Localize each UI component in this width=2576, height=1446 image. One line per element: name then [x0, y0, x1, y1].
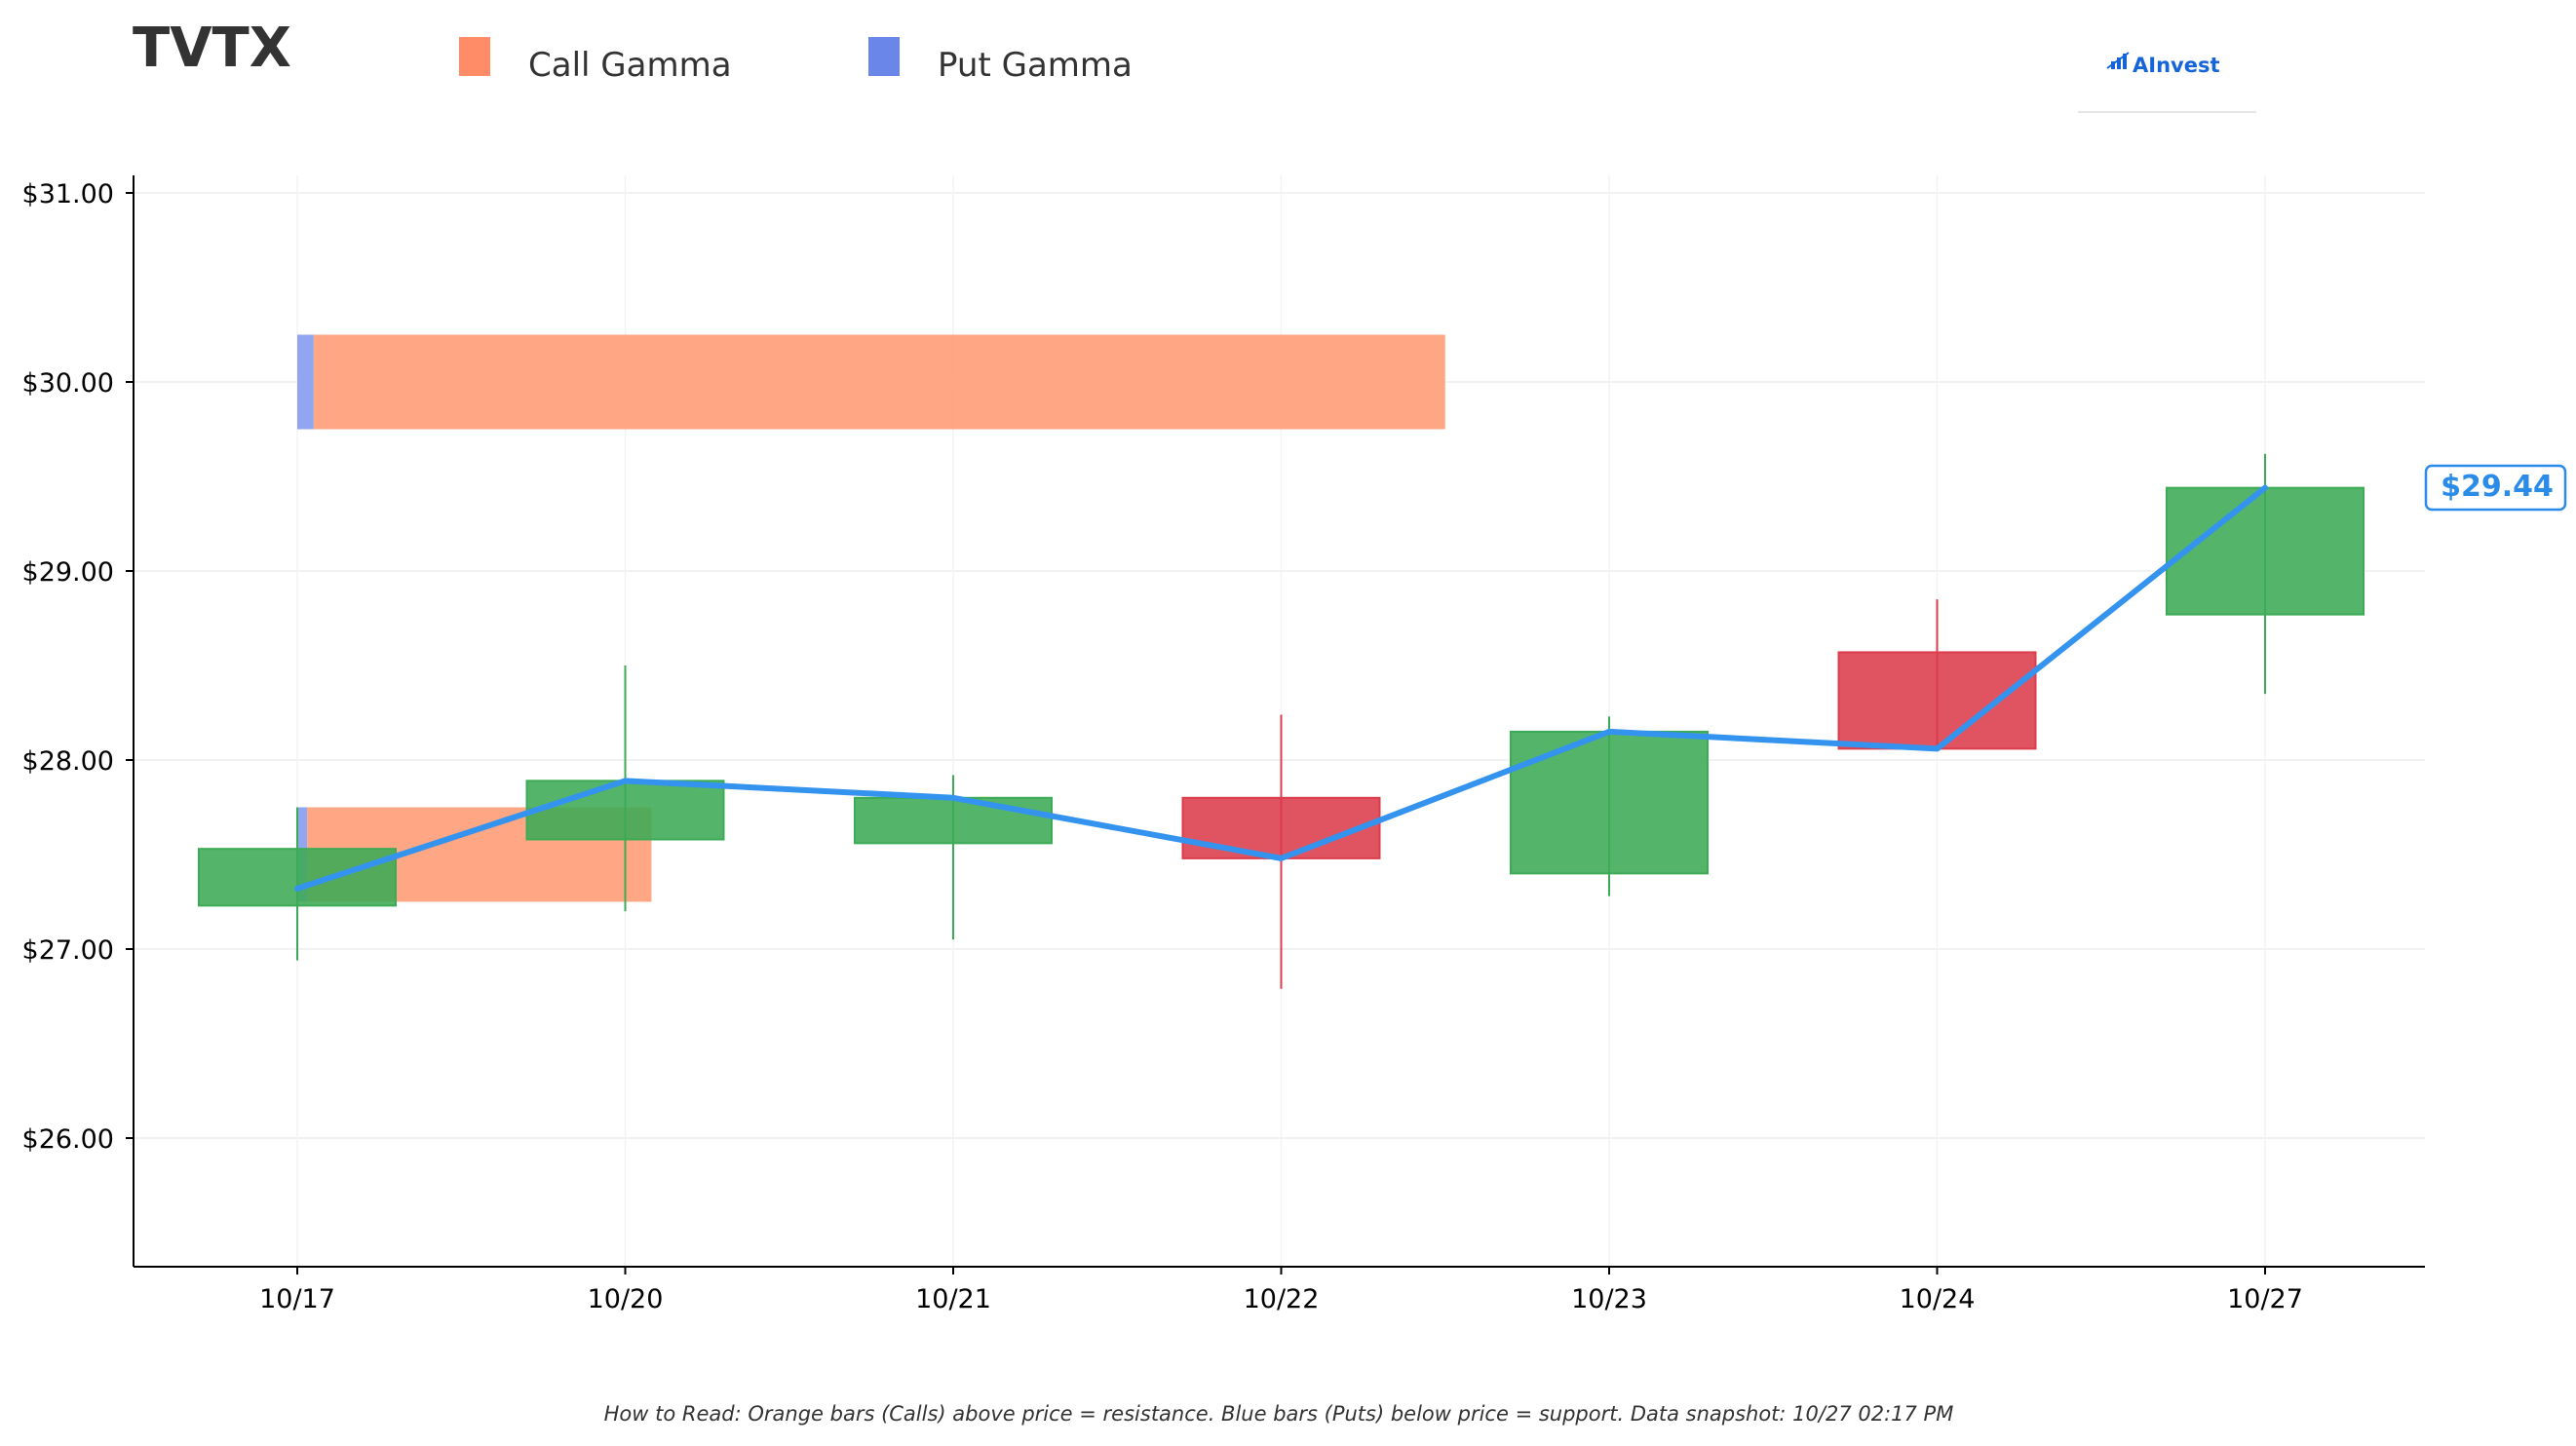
- x-tick-label: 10/24: [1900, 1284, 1976, 1314]
- candle-body: [854, 796, 1053, 845]
- call-gamma-bar: [313, 334, 1445, 430]
- close-price-line: [294, 484, 2268, 892]
- current-price-label: $29.44: [2441, 470, 2554, 504]
- close-line: [294, 484, 2268, 892]
- x-tick-label: 10/22: [1244, 1284, 1320, 1314]
- legend-label-call-gamma: Call Gamma: [528, 46, 732, 85]
- tick-labels: $26.00 $27.00 $28.00 $29.00 $30.00 $31.00 10/1…: [22, 179, 2303, 1314]
- y-tick-label: $28.00: [22, 746, 114, 777]
- current-price-tag: $29.44: [2424, 464, 2567, 512]
- y-tick-label: $31.00: [22, 179, 114, 209]
- x-tick-label: 10/20: [588, 1284, 664, 1314]
- legend: Call Gamma Put Gamma: [459, 37, 1133, 85]
- legend-swatch-put-gamma: [868, 37, 900, 76]
- chart-bars-icon: [2106, 52, 2130, 69]
- legend-label-put-gamma: Put Gamma: [938, 46, 1133, 85]
- x-tick-label: 10/27: [2227, 1284, 2303, 1314]
- candle-body: [1181, 796, 1381, 859]
- ainvest-logo: AInvest: [2078, 52, 2256, 113]
- y-tick-label: $29.00: [22, 557, 114, 588]
- x-tick-label: 10/21: [915, 1284, 991, 1314]
- x-tick-label: 10/17: [259, 1284, 335, 1314]
- ticker-title: TVTX: [133, 17, 291, 80]
- axes: [126, 175, 2425, 1275]
- y-tick-label: $26.00: [22, 1124, 114, 1155]
- candle-body: [1837, 651, 2037, 750]
- footnote: How to Read: Orange bars (Calls) above p…: [604, 1402, 1954, 1426]
- legend-swatch-call-gamma: [459, 37, 490, 76]
- logo-text: AInvest: [2133, 54, 2220, 77]
- y-tick-label: $27.00: [22, 935, 114, 966]
- candle-body: [198, 848, 397, 907]
- y-tick-label: $30.00: [22, 368, 114, 399]
- put-gamma-bar: [297, 334, 314, 430]
- candle-body: [2166, 486, 2365, 616]
- x-tick-label: 10/23: [1571, 1284, 1647, 1314]
- candle-body: [1510, 730, 1709, 875]
- candle-body: [525, 780, 725, 841]
